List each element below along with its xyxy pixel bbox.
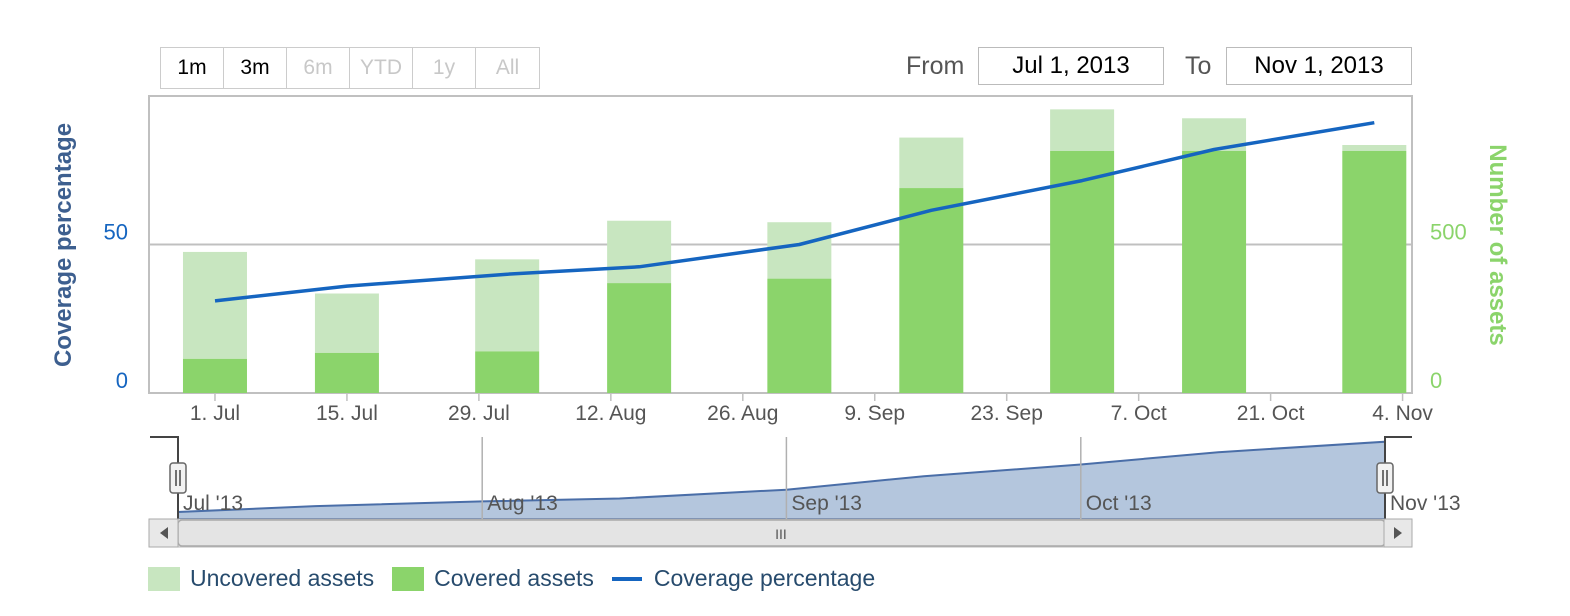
navigator-label: Nov '13 bbox=[1390, 492, 1461, 515]
right-axis-tick-label: 500 bbox=[1430, 220, 1467, 245]
legend-item-uncovered[interactable]: Uncovered assets bbox=[148, 565, 374, 592]
legend-swatch-covered bbox=[392, 566, 425, 591]
bar-covered bbox=[899, 188, 964, 393]
left-axis-title: Coverage percentage bbox=[50, 123, 77, 367]
handle-body bbox=[1376, 462, 1394, 494]
navigator-handle-right[interactable] bbox=[1376, 462, 1394, 494]
series-line-coverage bbox=[214, 120, 1375, 303]
x-tick-label: 15. Jul bbox=[316, 402, 378, 425]
right-axis-title: Number of assets bbox=[1484, 144, 1511, 345]
legend: Uncovered assets Covered assets Coverage… bbox=[148, 565, 893, 592]
navigator-label: Aug '13 bbox=[487, 492, 558, 515]
bar-uncovered bbox=[767, 222, 832, 279]
x-tick-label: 12. Aug bbox=[575, 402, 646, 425]
x-tick-label: 1. Jul bbox=[190, 402, 240, 425]
to-date-input[interactable]: Nov 1, 2013 bbox=[1226, 47, 1412, 85]
bar-covered bbox=[314, 352, 379, 393]
navigator-label: Sep '13 bbox=[791, 492, 862, 515]
bar-uncovered bbox=[314, 293, 379, 353]
range-button-1y[interactable]: 1y bbox=[413, 48, 476, 88]
navigator-handle-left[interactable] bbox=[169, 462, 187, 494]
legend-item-coverage[interactable]: Coverage percentage bbox=[611, 565, 876, 592]
range-button-1m[interactable]: 1m bbox=[161, 48, 224, 88]
left-axis-tick-label: 50 bbox=[104, 220, 128, 245]
bar-covered bbox=[767, 278, 832, 393]
from-date-input[interactable]: Jul 1, 2013 bbox=[978, 47, 1164, 85]
scrollbar-grip-icon: III bbox=[775, 526, 787, 542]
legend-swatch-uncovered bbox=[148, 566, 180, 591]
from-label: From bbox=[906, 52, 965, 80]
left-axis-tick-label: 0 bbox=[116, 368, 128, 393]
bar-covered bbox=[1050, 150, 1115, 393]
navigator-label: Oct '13 bbox=[1086, 492, 1152, 515]
bar-uncovered bbox=[1050, 109, 1115, 151]
x-tick-label: 7. Oct bbox=[1111, 402, 1167, 425]
scroll-right-arrow-icon bbox=[1394, 527, 1402, 539]
range-button-ytd[interactable]: YTD bbox=[350, 48, 413, 88]
range-selector-buttons: 1m 3m 6m YTD 1y All bbox=[160, 47, 540, 89]
x-tick-label: 9. Sep bbox=[844, 402, 905, 425]
bar-uncovered bbox=[899, 137, 964, 189]
legend-swatch-coverage bbox=[611, 576, 642, 581]
range-button-3m[interactable]: 3m bbox=[224, 48, 287, 88]
handle-body bbox=[169, 462, 187, 494]
bar-uncovered bbox=[607, 220, 672, 284]
legend-label-coverage: Coverage percentage bbox=[653, 565, 876, 591]
x-tick-label: 4. Nov bbox=[1372, 402, 1433, 425]
to-label: To bbox=[1185, 52, 1212, 80]
bar-covered bbox=[1342, 150, 1407, 393]
legend-label-uncovered: Uncovered assets bbox=[190, 565, 375, 591]
bar-uncovered bbox=[182, 251, 247, 359]
scroll-left-arrow-icon bbox=[160, 527, 168, 539]
x-tick-label: 29. Jul bbox=[448, 402, 510, 425]
range-button-6m[interactable]: 6m bbox=[287, 48, 350, 88]
bar-covered bbox=[182, 358, 247, 393]
right-axis-tick-label: 0 bbox=[1430, 368, 1442, 393]
bar-covered bbox=[607, 283, 672, 393]
legend-item-covered[interactable]: Covered assets bbox=[392, 565, 594, 592]
bar-covered bbox=[1182, 150, 1247, 393]
navigator-label: Jul '13 bbox=[183, 492, 243, 515]
bar-covered bbox=[475, 351, 540, 393]
x-tick-label: 23. Sep bbox=[971, 402, 1043, 425]
legend-label-covered: Covered assets bbox=[434, 565, 594, 591]
x-tick-label: 26. Aug bbox=[707, 402, 778, 425]
bar-uncovered bbox=[1342, 145, 1407, 151]
range-button-all[interactable]: All bbox=[476, 48, 539, 88]
x-tick-label: 21. Oct bbox=[1237, 402, 1305, 425]
